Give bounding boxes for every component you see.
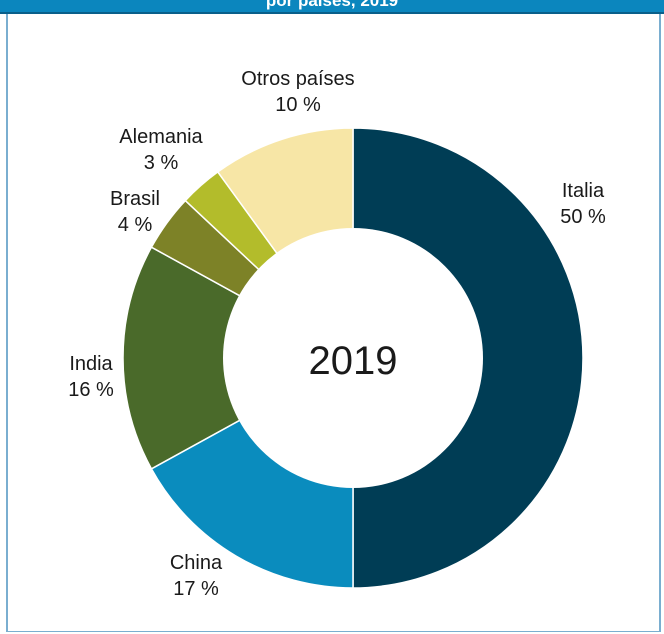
slice-name: Alemania (119, 126, 203, 148)
slice-name: China (170, 552, 223, 574)
slice-label-brasil: Brasil 4 % (110, 188, 160, 236)
slice-name: India (69, 353, 113, 375)
header-band: por países, 2019 (0, 0, 664, 14)
slice-value: 10 % (275, 94, 321, 116)
slice-value: 3 % (144, 152, 179, 174)
slice-name: Italia (562, 180, 605, 202)
slice-name: Brasil (110, 188, 160, 210)
slice-name: Otros países (241, 68, 354, 90)
slice-label-alemania: Alemania 3 % (119, 126, 203, 174)
slice-value: 16 % (68, 379, 114, 401)
slice-label-italia: Italia 50 % (560, 180, 606, 228)
slice-value: 50 % (560, 206, 606, 228)
slice-label-india: India 16 % (68, 353, 114, 401)
slice-value: 17 % (173, 578, 219, 600)
center-year-label: 2019 (309, 339, 398, 383)
donut-hole (223, 228, 483, 488)
slice-label-china: China 17 % (170, 552, 223, 600)
slice-value: 4 % (118, 214, 153, 236)
chart-title: por países, 2019 (265, 0, 399, 10)
chart-frame (6, 14, 661, 632)
slice-label-otros-países: Otros países 10 % (241, 68, 354, 116)
